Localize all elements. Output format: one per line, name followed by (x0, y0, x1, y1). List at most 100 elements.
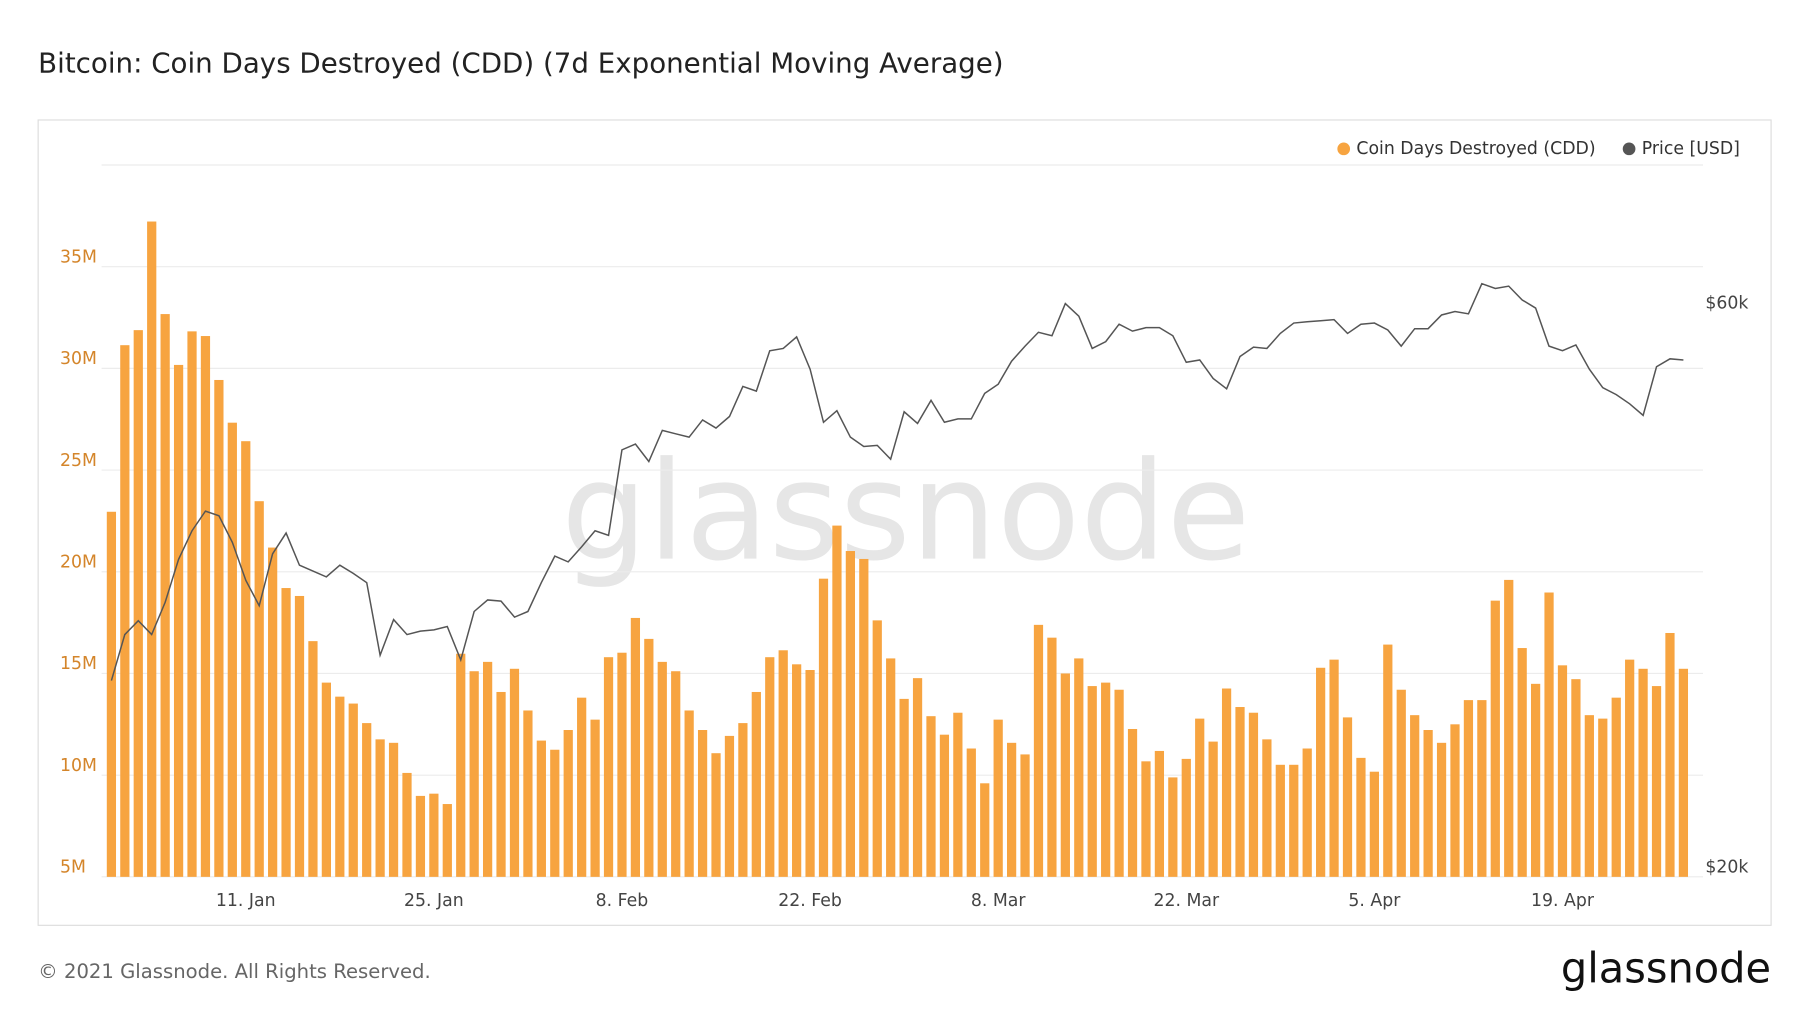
bar (697, 730, 708, 877)
bar (1369, 771, 1379, 877)
bar (1006, 742, 1017, 877)
bar (765, 657, 775, 877)
bar (1154, 750, 1165, 877)
bar (281, 588, 291, 877)
bar (294, 595, 305, 877)
bar (1571, 679, 1581, 877)
bar (1127, 728, 1138, 877)
bar (1302, 748, 1312, 877)
bar (993, 719, 1003, 877)
bar (482, 661, 493, 877)
bar (912, 678, 923, 877)
bar (1020, 754, 1030, 877)
bar (953, 712, 963, 877)
bar (671, 671, 681, 877)
bar (415, 795, 426, 877)
bar (241, 441, 251, 877)
bar (187, 331, 197, 877)
bar (1410, 715, 1420, 877)
bar (214, 379, 224, 877)
bar (617, 652, 627, 877)
bar (926, 716, 936, 877)
bar (133, 330, 143, 877)
bar (120, 345, 130, 877)
bar (456, 653, 466, 877)
bar (1517, 648, 1527, 877)
bar (1544, 592, 1554, 877)
bar (1289, 764, 1299, 877)
bar (805, 670, 815, 877)
bar (1611, 697, 1621, 877)
bar (1625, 659, 1635, 877)
chart-title: Bitcoin: Coin Days Destroyed (CDD) (7d E… (38, 47, 1003, 80)
bar (227, 422, 237, 877)
bar (724, 735, 735, 877)
bar (106, 511, 117, 877)
bar (1114, 689, 1124, 877)
bar (886, 658, 896, 877)
bar (1087, 686, 1097, 877)
x-tick-label: 22. Mar (1153, 891, 1220, 911)
bar (1463, 700, 1474, 877)
y-tick-label: 20M (60, 553, 97, 573)
x-tick-label: 19. Apr (1531, 891, 1595, 911)
bar (939, 734, 950, 877)
bar (335, 696, 345, 877)
y-tick-label: 30M (60, 349, 97, 369)
y-tick-label: 25M (60, 451, 97, 471)
x-tick-label: 5. Apr (1348, 891, 1401, 911)
bar (1504, 579, 1514, 877)
bar (1490, 600, 1500, 877)
bar (1248, 712, 1259, 877)
bar (590, 719, 600, 877)
bar (1329, 659, 1339, 877)
bar (1141, 761, 1151, 877)
bar (550, 749, 560, 877)
bar (160, 314, 170, 877)
bar (1047, 637, 1057, 877)
bar (1383, 644, 1393, 877)
bar (778, 650, 788, 877)
bar (1651, 686, 1662, 877)
bar (1074, 658, 1084, 877)
bar (442, 804, 452, 877)
bar (1530, 683, 1541, 877)
bar (308, 641, 318, 877)
bar (1101, 682, 1111, 877)
y2-tick-label: $20k (1705, 858, 1748, 878)
bar (1436, 742, 1447, 877)
bar (1316, 667, 1326, 877)
bar (321, 682, 331, 877)
bar (173, 364, 184, 877)
logo: glassnode (1561, 943, 1771, 992)
bar (1181, 758, 1191, 877)
bar (1208, 741, 1218, 877)
y-tick-label: 10M (60, 756, 97, 776)
bar (738, 723, 748, 877)
bar (832, 525, 842, 877)
bar (268, 547, 278, 877)
bar (1665, 632, 1675, 877)
bar (845, 551, 855, 877)
bar (711, 753, 721, 877)
bar (402, 772, 412, 877)
bar (1060, 673, 1070, 877)
bar (577, 697, 587, 877)
watermark: glassnode (561, 434, 1250, 592)
bar (1356, 757, 1366, 877)
bar (200, 336, 211, 877)
bar (1342, 717, 1353, 877)
bar (496, 691, 506, 877)
bar (684, 710, 694, 877)
x-tick-label: 22. Feb (778, 891, 842, 911)
bar (644, 638, 654, 877)
x-tick-label: 25. Jan (404, 891, 464, 911)
bar (980, 783, 990, 877)
bar (563, 730, 573, 877)
bar (1168, 777, 1178, 877)
bar (1557, 665, 1568, 877)
bar (1275, 764, 1285, 877)
y-tick-label: 15M (60, 654, 97, 674)
